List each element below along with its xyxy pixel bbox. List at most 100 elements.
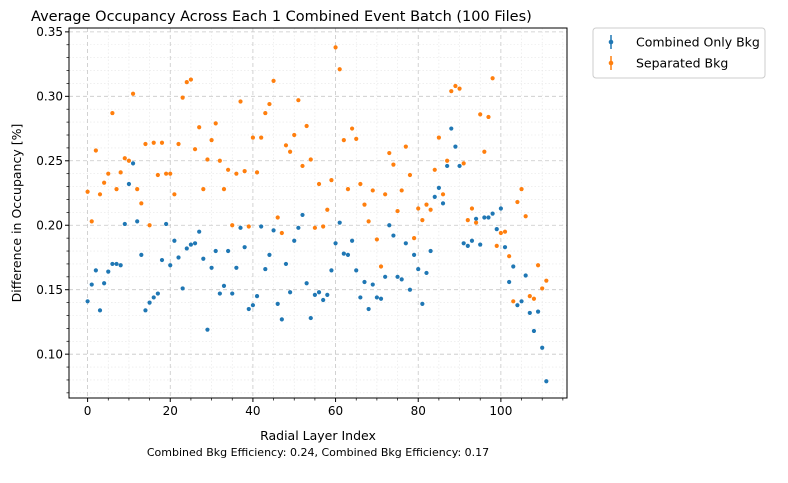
data-point	[469, 206, 475, 211]
data-point	[292, 238, 297, 243]
data-point	[329, 268, 334, 273]
data-point	[135, 187, 140, 192]
data-point	[263, 266, 268, 272]
data-point	[106, 171, 111, 176]
data-point	[378, 264, 384, 269]
data-point	[457, 86, 462, 91]
data-point	[143, 141, 148, 147]
data-point	[366, 306, 371, 312]
data-point	[168, 171, 173, 176]
data-point	[511, 299, 516, 304]
data-point	[531, 296, 537, 301]
data-point	[428, 248, 433, 254]
plot-area: 0 20 40 60 80 100 0.10 0.15 0.20 0.25 0.30 0.35	[36, 25, 568, 418]
data-point	[205, 157, 210, 162]
data-point	[387, 223, 392, 228]
data-point	[118, 170, 123, 175]
data-point	[424, 202, 429, 207]
data-point	[230, 223, 235, 228]
footnote: Combined Bkg Efficiency: 0.24, Combined …	[147, 446, 489, 459]
data-point	[515, 199, 520, 205]
data-point	[502, 229, 508, 234]
legend-items: Combined Only Bkg Separated Bkg	[608, 35, 760, 71]
series-layer	[85, 45, 549, 384]
data-point	[465, 217, 470, 223]
data-point	[333, 241, 338, 246]
data-point	[515, 303, 520, 308]
data-point	[544, 278, 549, 283]
data-point	[478, 242, 483, 247]
data-point	[391, 233, 396, 238]
data-point	[527, 294, 532, 299]
data-point	[159, 257, 165, 263]
data-point	[498, 206, 503, 211]
data-point	[242, 169, 247, 174]
data-point	[378, 296, 384, 301]
data-point	[238, 99, 243, 104]
data-point	[486, 114, 491, 120]
data-point	[139, 252, 144, 257]
data-point	[126, 181, 132, 187]
data-point	[279, 317, 284, 322]
data-point	[151, 140, 156, 145]
data-point	[370, 282, 375, 287]
data-point	[172, 192, 177, 197]
x-tick-label: 80	[411, 404, 426, 418]
data-point	[440, 201, 446, 206]
data-point	[151, 295, 156, 300]
data-point	[383, 274, 388, 279]
data-point	[246, 306, 251, 312]
data-point	[172, 238, 177, 243]
data-point	[288, 290, 293, 295]
data-point	[226, 248, 231, 254]
series-separated-bkg	[85, 45, 549, 304]
data-point	[416, 206, 421, 211]
data-point	[143, 308, 148, 313]
data-point	[155, 172, 160, 178]
data-point	[106, 269, 111, 274]
data-point	[275, 215, 280, 220]
data-point	[180, 286, 185, 291]
y-tick-label: 0.20	[36, 218, 63, 232]
data-point	[93, 268, 98, 273]
data-point	[531, 328, 537, 334]
data-point	[457, 163, 462, 169]
data-point	[300, 163, 305, 169]
data-point	[238, 225, 243, 230]
data-point	[424, 270, 429, 276]
x-tick-label: 100	[489, 404, 512, 418]
data-point	[188, 77, 194, 82]
data-point	[540, 286, 545, 291]
legend-marker-icon	[608, 60, 614, 66]
data-point	[300, 212, 305, 218]
data-point	[507, 254, 512, 259]
data-point	[519, 187, 524, 192]
data-point	[354, 268, 359, 273]
data-point	[114, 261, 119, 267]
data-point	[259, 224, 264, 229]
data-point	[93, 148, 98, 153]
data-point	[192, 147, 198, 152]
data-point	[420, 301, 425, 306]
data-point	[411, 252, 417, 257]
data-point	[370, 188, 375, 193]
data-point	[498, 230, 503, 236]
data-point	[432, 194, 437, 199]
data-point	[428, 207, 433, 212]
data-point	[349, 238, 355, 243]
x-tick-label: 0	[84, 404, 92, 418]
major-grid	[69, 28, 567, 398]
data-point	[436, 135, 441, 140]
data-point	[411, 236, 417, 241]
data-point	[110, 261, 115, 267]
data-point	[226, 167, 231, 172]
data-point	[440, 192, 446, 197]
data-point	[316, 181, 322, 187]
data-point	[102, 281, 107, 286]
data-point	[250, 135, 256, 140]
plot-frame	[68, 27, 568, 399]
x-axis-label: Radial Layer Index	[260, 428, 376, 443]
data-point	[540, 345, 545, 350]
data-point	[449, 89, 454, 94]
